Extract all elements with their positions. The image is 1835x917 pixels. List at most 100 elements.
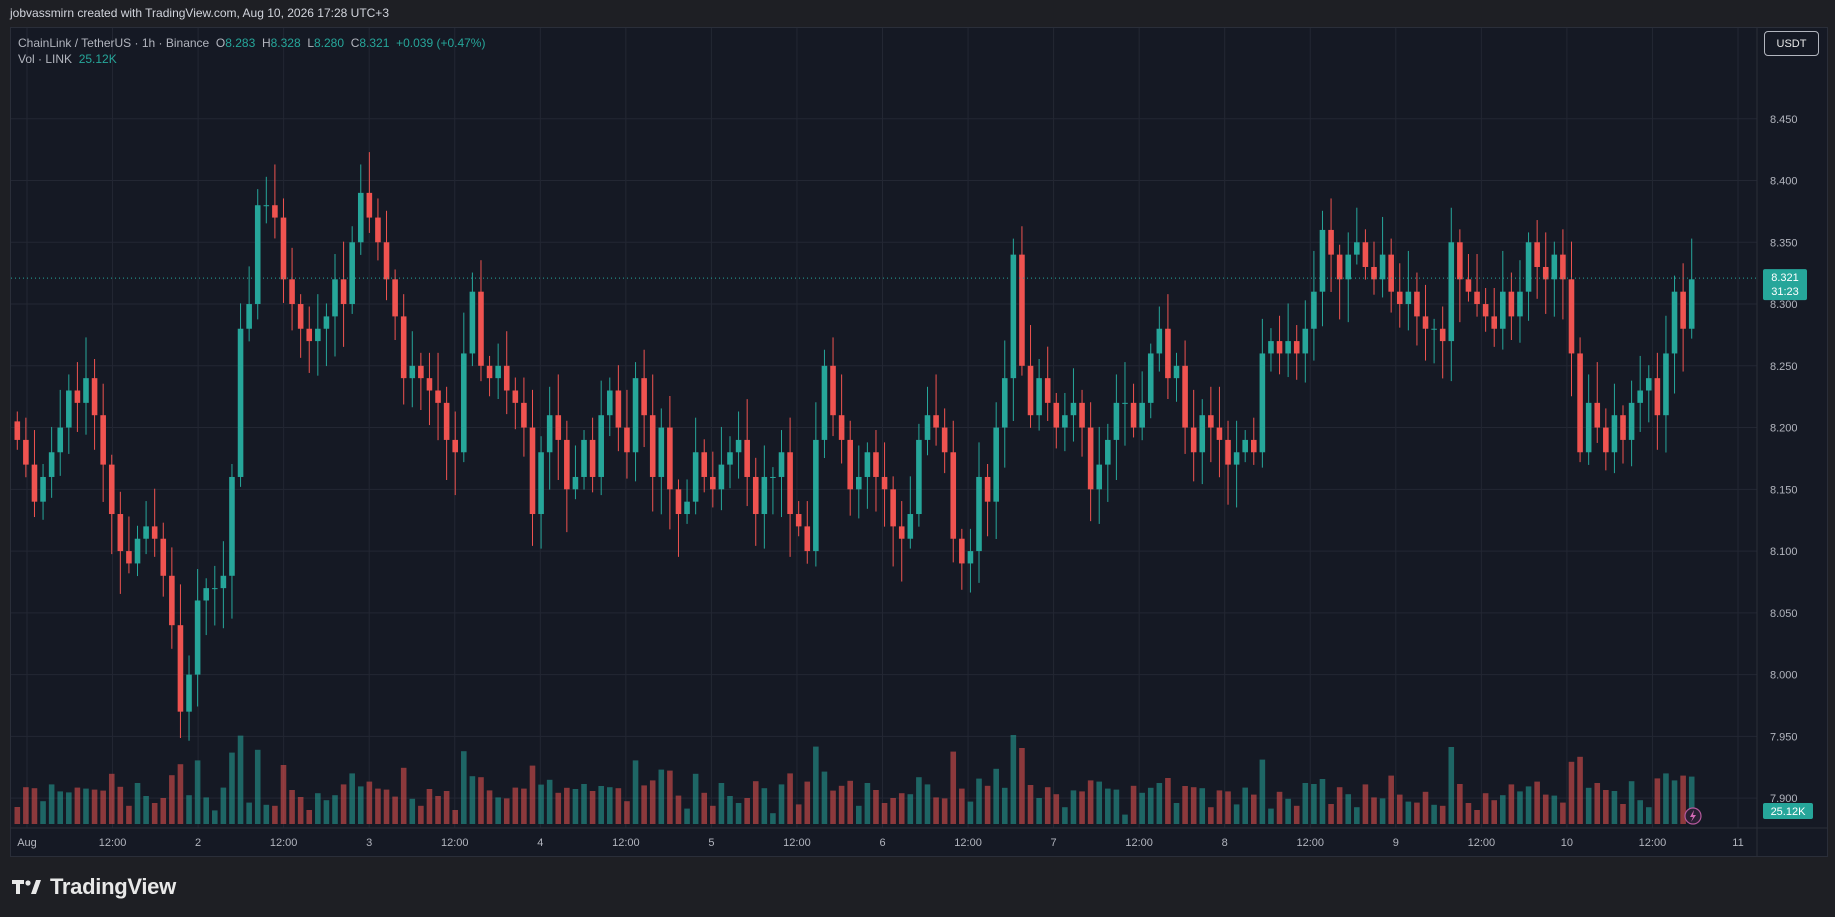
volume-bar [1250,794,1257,824]
candle-body [211,588,218,590]
candle-body [1302,328,1309,354]
candle-body [1354,242,1360,255]
volume-bar [1190,787,1197,824]
volume-bar [1293,805,1300,824]
volume-bar [684,808,690,824]
candle-body [280,217,287,280]
volume-bar [1465,803,1472,824]
volume-bar [1611,791,1618,824]
candle-body [898,526,905,539]
candle-body [546,415,553,453]
candle-body [941,427,948,453]
candle-body [254,205,261,305]
footer-brand[interactable]: TradingView [12,872,176,902]
x-tick-label: 12:00 [270,837,298,849]
candle-body [1671,291,1678,354]
candle-body [486,365,493,379]
volume-bar [1130,785,1137,824]
candle-body [186,674,192,712]
volume-bar [323,800,330,824]
candle-body [1620,415,1626,440]
candle-body [1388,254,1394,292]
volume-bar [461,751,467,824]
candle-body [1594,402,1601,428]
volume-bar [66,792,72,824]
volume-bar [1345,794,1352,824]
legend-o-label: O [215,36,226,50]
volume-bar [1001,787,1008,824]
volume-bar [1216,790,1223,824]
candle-body [1027,365,1034,416]
volume-bar [1388,775,1394,824]
candle-body [538,452,544,515]
volume-bar [1628,781,1635,824]
candle-body [349,242,355,305]
candle-body [813,439,819,552]
price-chart[interactable]: 8.450 8.400 8.350 8.300 8.250 8.200 8.150 8.100… [11,28,1827,856]
brand-name: TradingView [50,874,176,899]
volume-bar [1268,808,1274,824]
volume-bar [1285,798,1291,824]
candle-body [1311,291,1317,329]
volume-bar [349,773,355,824]
chart-panel[interactable]: 8.450 8.400 8.350 8.300 8.250 8.200 8.150 8.100… [10,27,1828,857]
y-tick-label: 8.400 [1770,176,1798,188]
volume-bar [143,796,149,824]
candle-body [1105,439,1111,465]
candle-body [1276,341,1283,354]
volume-bar [1328,804,1334,824]
volume-bar [830,790,836,824]
candle-body [1517,291,1523,317]
volume-bar [1319,779,1326,824]
legend-vol-label: Vol · LINK [18,52,73,66]
volume-bar [40,801,46,824]
volume-bar [1070,790,1077,824]
candle-body [778,452,785,477]
candle-body [237,328,244,477]
candle-body [1139,402,1145,428]
volume-bar [1362,784,1369,824]
volume-bar [366,781,373,824]
candle-body [572,476,579,490]
candle-body [847,439,853,490]
candle-body [1577,353,1583,453]
candle-body [692,452,699,502]
price-axis: 8.450 8.400 8.350 8.300 8.250 8.200 8.150 8.100… [1756,28,1813,856]
candle-body [40,476,46,502]
x-tick-label: Aug [17,837,37,849]
volume-bar [426,789,433,824]
volume-bar [57,791,64,824]
currency-button[interactable]: USDT [1764,31,1819,56]
volume-bar [658,769,665,824]
volume-bar [1517,791,1523,824]
candle-body [315,328,321,342]
candle-body [1001,378,1008,428]
volume-bar [263,804,270,824]
candle-body [143,526,149,539]
x-tick-label: 2 [195,837,201,849]
candle-body [1122,402,1128,404]
candle-body [1465,279,1472,292]
volume-tag-value: 25.12K [1771,806,1807,818]
volume-bar [976,778,982,824]
volume-bar [1560,802,1566,824]
candle-body [1328,229,1334,255]
candle-body [1096,464,1103,490]
volume-bar [469,776,476,824]
candle-body [710,476,716,490]
candle-body [1680,291,1686,329]
candle-body [564,439,570,490]
tradingview-logo-icon [12,880,41,894]
volume-bar [194,760,201,824]
volume-bar [1233,804,1240,824]
x-tick-label: 12:00 [441,837,469,849]
volume-bar [512,787,519,824]
candle-body [959,538,965,564]
candle-body [469,291,476,354]
volume-bar [881,803,888,824]
volume-bar [847,780,853,824]
volume-bar [1594,783,1601,824]
volume-bar [1422,791,1429,824]
volume-bar [117,786,124,824]
volume-bar [151,803,158,824]
